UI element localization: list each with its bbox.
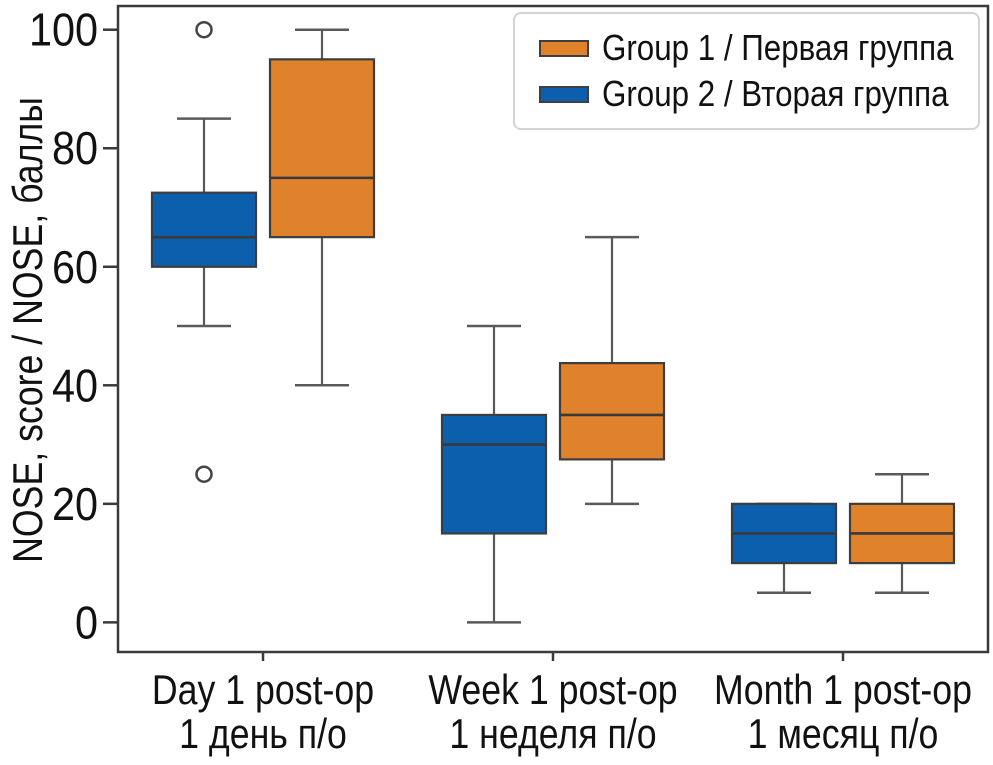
outlier-group2-day1	[195, 465, 213, 483]
x-tick-label-month1-ru: 1 месяц п/о	[748, 711, 939, 757]
legend-label-group2: Group 2 / Вторая группа	[602, 73, 949, 114]
y-tick-label: 100	[29, 5, 98, 57]
box-group2-day1	[150, 191, 258, 268]
box-group2-week1	[440, 413, 548, 535]
y-tick-label: 40	[52, 360, 98, 412]
outlier-group2-day1	[195, 20, 213, 39]
box-group1-day1	[268, 58, 376, 239]
legend-label-group1: Group 1 / Первая группа	[602, 27, 954, 68]
box-group1-week1	[558, 361, 666, 461]
y-axis-label: NOSE, score / NOSE, баллы	[5, 97, 51, 563]
x-tick-label-week1-ru: 1 неделя п/о	[449, 711, 656, 757]
group1-color-swatch	[539, 39, 589, 57]
x-tick-label-month1-en: Month 1 post-op	[714, 667, 972, 713]
legend: Group 1 / Первая группа Group 2 / Вторая…	[513, 12, 980, 130]
legend-item-group1: Group 1 / Первая группа	[539, 27, 978, 68]
y-tick-label: 0	[75, 597, 98, 649]
y-tick-label: 60	[52, 242, 98, 294]
y-tick-label: 20	[52, 479, 98, 531]
x-tick-label-day1-ru: 1 день п/о	[179, 711, 347, 757]
legend-item-group2: Group 2 / Вторая группа	[539, 73, 978, 114]
x-tick-label-day1-en: Day 1 post-op	[152, 667, 374, 713]
group2-color-swatch	[539, 85, 589, 103]
x-tick-label-week1-en: Week 1 post-op	[428, 667, 677, 713]
y-tick-label: 80	[52, 123, 98, 175]
